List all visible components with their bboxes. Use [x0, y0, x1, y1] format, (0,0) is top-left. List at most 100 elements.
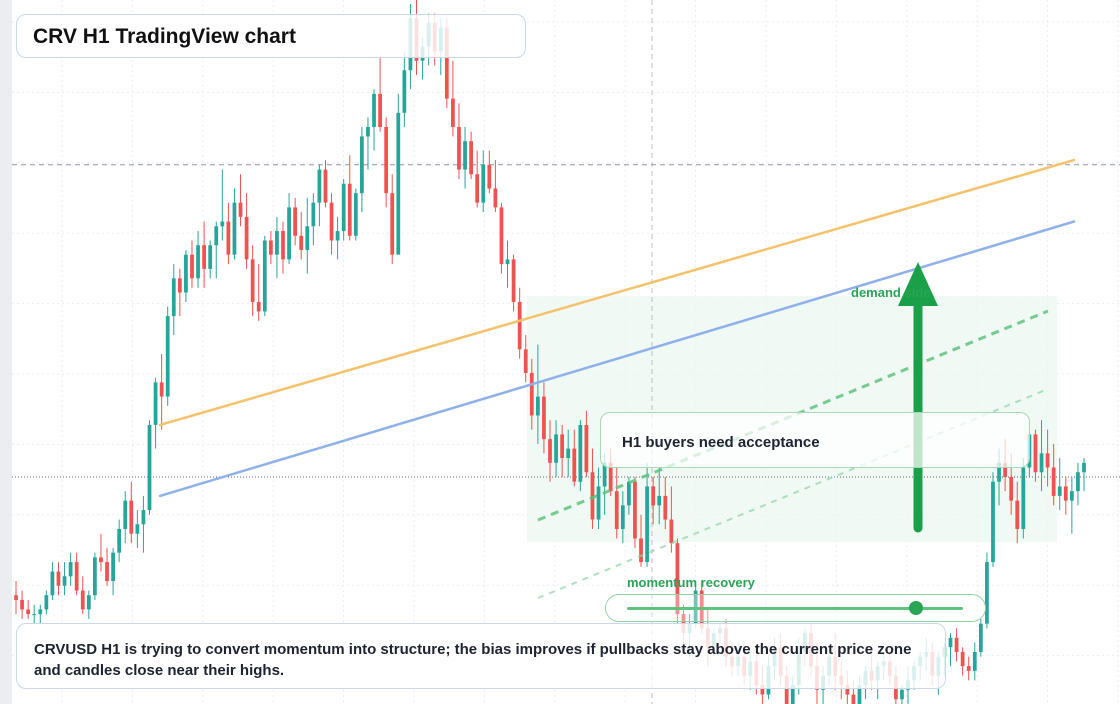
candle	[287, 193, 291, 265]
candle	[463, 126, 467, 189]
candle	[505, 240, 510, 288]
candle-body	[268, 240, 273, 255]
candle	[68, 552, 73, 586]
candle	[548, 420, 552, 482]
candle-body	[329, 202, 334, 241]
candle	[256, 264, 261, 321]
candle	[244, 193, 249, 269]
candle-body	[305, 226, 310, 250]
candle-body	[542, 396, 546, 440]
candle	[523, 335, 528, 383]
candle	[1082, 458, 1086, 492]
candle	[153, 377, 158, 449]
momentum-meter[interactable]	[605, 594, 986, 622]
candle	[972, 642, 977, 681]
candle	[1063, 476, 1068, 515]
candle-body	[281, 231, 285, 260]
candle-body	[620, 505, 625, 529]
candle-body	[645, 486, 649, 563]
candle	[353, 188, 358, 241]
candle-body	[378, 93, 382, 127]
candle	[499, 202, 504, 274]
candle-body	[469, 141, 473, 175]
candle-body	[129, 500, 134, 534]
candle	[238, 174, 243, 227]
candle	[396, 93, 401, 255]
candle	[281, 221, 285, 274]
candle-body	[535, 396, 540, 416]
candle	[954, 628, 959, 662]
candle	[184, 249, 188, 302]
candle-body	[341, 183, 346, 232]
candle	[329, 193, 334, 255]
candle	[535, 344, 540, 444]
candle	[511, 254, 516, 312]
candle-body	[262, 240, 267, 312]
candle-body	[948, 637, 953, 648]
candle	[960, 647, 965, 676]
candle-body	[353, 193, 358, 236]
candle-body	[596, 486, 601, 520]
candle	[74, 552, 79, 596]
candle	[165, 306, 170, 407]
candle-body	[14, 595, 18, 600]
candle	[900, 685, 904, 704]
analysis-note-text: CRVUSD H1 is trying to convert momentum …	[34, 641, 912, 679]
candle	[451, 60, 455, 137]
candle-body	[1045, 453, 1050, 468]
candle-body	[135, 524, 140, 534]
candle-body	[1076, 472, 1080, 492]
candle-body	[566, 448, 571, 459]
candle-body	[529, 372, 534, 416]
candle	[268, 231, 273, 265]
candle	[202, 221, 206, 288]
candle-body	[675, 543, 680, 615]
candle-body	[523, 349, 528, 373]
candle	[105, 547, 109, 586]
candle-body	[20, 599, 24, 610]
candle	[578, 420, 583, 492]
candle	[38, 604, 43, 624]
candle	[323, 160, 328, 208]
candle-body	[402, 70, 407, 113]
candle	[214, 221, 219, 279]
candle	[86, 590, 91, 619]
candle-body	[99, 557, 103, 563]
candle-body	[669, 519, 674, 544]
candle-body	[86, 595, 91, 610]
candle	[123, 491, 128, 544]
candle-body	[548, 439, 552, 463]
candle-body	[275, 231, 279, 255]
candle	[93, 552, 97, 600]
candle-body	[317, 169, 322, 203]
candle-body	[165, 316, 170, 397]
candle	[1076, 462, 1080, 506]
candle	[475, 150, 480, 208]
candle-body	[1021, 467, 1026, 529]
candle-body	[38, 609, 43, 615]
candle-body	[208, 245, 213, 269]
momentum-meter-knob[interactable]	[908, 601, 923, 615]
candle-body	[256, 301, 261, 312]
candle-body	[475, 174, 480, 203]
candle-body	[56, 571, 61, 586]
candle-body	[117, 529, 122, 553]
candle-body	[511, 259, 516, 302]
candle-body	[50, 571, 55, 596]
candle-body	[26, 609, 31, 615]
candle-body	[997, 462, 1001, 482]
candle-body	[627, 481, 631, 506]
candle-body	[238, 202, 243, 217]
candle	[275, 216, 279, 279]
candle-body	[335, 231, 340, 241]
candle-body	[505, 259, 510, 265]
candle-body	[250, 259, 255, 302]
candle	[80, 576, 85, 615]
candle	[159, 354, 164, 430]
candle	[517, 287, 522, 359]
candle-body	[287, 207, 291, 260]
candle	[633, 476, 637, 548]
candle	[620, 491, 625, 544]
candle-body	[323, 169, 328, 203]
candle-body	[153, 382, 158, 425]
